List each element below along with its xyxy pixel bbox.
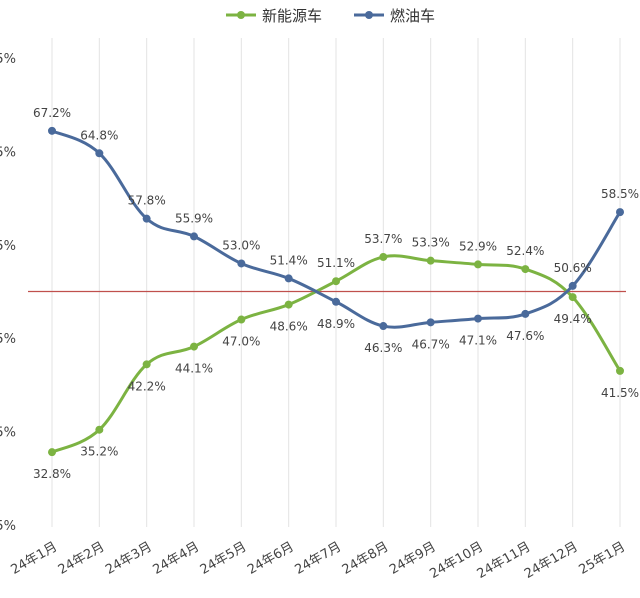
data-point — [237, 315, 246, 324]
data-point — [142, 214, 151, 223]
data-point — [190, 342, 198, 351]
data-point — [379, 322, 388, 331]
grid-lines — [51, 38, 621, 527]
data-point — [568, 281, 577, 290]
data-label: 51.1% — [317, 256, 355, 270]
x-tick-label: 24年12月 — [522, 539, 581, 582]
y-tick-label: 55% — [0, 239, 16, 254]
y-tick-label: 45% — [0, 332, 16, 347]
y-tick-label: 25% — [0, 519, 16, 534]
y-tick-label: 65% — [0, 145, 16, 160]
data-point — [142, 360, 151, 369]
data-label: 46.3% — [364, 341, 402, 355]
data-label: 53.3% — [412, 236, 450, 250]
data-label: 57.8% — [128, 194, 166, 208]
data-point — [48, 448, 56, 457]
data-point — [379, 252, 388, 261]
data-point — [474, 260, 482, 269]
data-point — [284, 274, 293, 283]
data-point — [616, 366, 624, 375]
data-point — [332, 297, 340, 306]
data-label: 48.9% — [317, 317, 355, 331]
legend-label: 新能源车 — [262, 7, 322, 25]
data-label: 47.1% — [459, 334, 497, 348]
data-label: 52.4% — [506, 244, 544, 258]
data-label: 47.6% — [506, 329, 544, 343]
data-point — [426, 318, 435, 327]
data-label: 67.2% — [33, 106, 71, 120]
legend: 新能源车 燃油车 — [226, 7, 435, 25]
x-tick-label: 24年5月 — [198, 539, 250, 577]
data-label: 51.4% — [270, 253, 308, 267]
y-tick-label: 35% — [0, 426, 16, 441]
data-point — [568, 293, 577, 302]
data-label: 53.0% — [222, 238, 260, 252]
data-point — [237, 259, 246, 268]
x-tick-label: 24年8月 — [340, 539, 392, 577]
x-tick-label: 24年11月 — [475, 539, 534, 582]
legend-label: 燃油车 — [390, 7, 435, 25]
data-point — [48, 126, 56, 135]
data-label: 48.6% — [270, 320, 308, 334]
x-tick-label: 24年6月 — [245, 539, 297, 577]
x-tick-label: 25年1月 — [576, 539, 628, 577]
x-tick-label: 24年10月 — [427, 539, 486, 582]
data-labels: 32.8% 35.2% 42.2% 44.1% 47.0% 48.6% 51.1% 53.7%… — [33, 106, 639, 481]
data-label: 35.2% — [80, 445, 118, 459]
data-label: 41.5% — [601, 386, 639, 400]
data-point — [426, 256, 435, 265]
data-label: 32.8% — [33, 467, 71, 481]
y-tick-label: 75% — [0, 52, 16, 67]
legend-marker-dot — [237, 11, 245, 19]
x-tick-label: 24年1月 — [8, 539, 60, 577]
data-label: 55.9% — [175, 211, 213, 225]
data-point — [95, 149, 104, 158]
data-label: 42.2% — [128, 379, 166, 393]
data-label: 64.8% — [80, 128, 118, 142]
data-label: 50.6% — [554, 261, 592, 275]
data-label: 49.4% — [554, 312, 592, 326]
x-tick-label: 24年4月 — [150, 539, 202, 577]
x-tick-label: 24年2月 — [56, 539, 108, 577]
x-tick-label: 24年7月 — [292, 539, 344, 577]
data-point — [521, 265, 530, 274]
data-point — [95, 425, 104, 434]
data-label: 58.5% — [601, 187, 639, 201]
data-label: 53.7% — [364, 232, 402, 246]
legend-marker-dot — [365, 11, 373, 19]
data-label: 47.0% — [222, 335, 260, 349]
data-label: 52.9% — [459, 239, 497, 253]
series-group — [48, 126, 624, 457]
data-label: 46.7% — [412, 337, 450, 351]
data-point — [521, 309, 530, 318]
data-point — [332, 277, 340, 286]
data-point — [284, 300, 293, 309]
data-point — [190, 232, 198, 241]
data-point — [616, 208, 624, 217]
data-label: 44.1% — [175, 362, 213, 376]
x-axis-labels: 24年1月24年2月24年3月24年4月24年5月24年6月24年7月24年8月… — [8, 539, 628, 582]
data-point — [474, 314, 482, 323]
x-tick-label: 24年3月 — [103, 539, 155, 577]
y-axis-labels: 75% 65% 55% 45% 35% 25% — [0, 52, 16, 534]
